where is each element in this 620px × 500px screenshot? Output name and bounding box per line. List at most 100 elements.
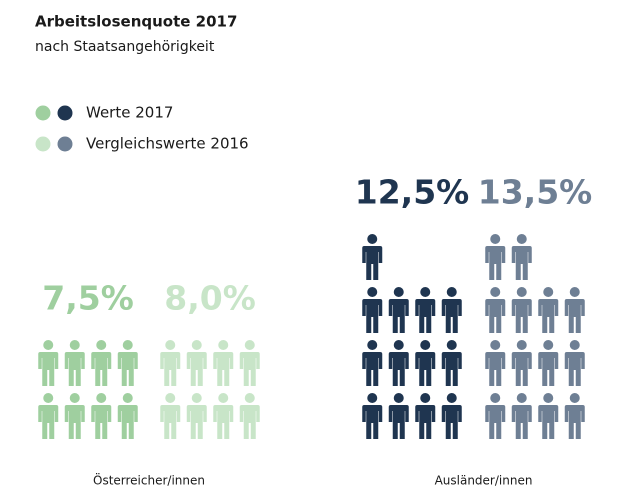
person-icon	[91, 393, 112, 439]
person-icon	[388, 393, 409, 439]
person-icon	[511, 393, 532, 439]
icon-head	[191, 340, 202, 350]
icon-body	[485, 352, 506, 386]
icon-body	[186, 405, 207, 439]
person-icon	[38, 393, 59, 439]
icon-body	[415, 299, 436, 333]
icon-body	[564, 405, 585, 439]
icon-head	[367, 393, 378, 403]
icon-body	[388, 352, 409, 386]
person-icon	[91, 340, 112, 386]
person-icon	[186, 340, 207, 386]
category-label: Österreicher/innen	[93, 472, 205, 488]
person-icon	[485, 340, 506, 386]
icon-body	[441, 405, 462, 439]
icon-head	[393, 393, 404, 403]
person-icon	[388, 287, 409, 333]
icon-head	[543, 393, 554, 403]
icon-head	[191, 393, 202, 403]
person-icon	[362, 393, 383, 439]
icon-body	[538, 352, 559, 386]
legend-swatch	[57, 136, 73, 152]
person-icon	[485, 393, 506, 439]
icon-body	[38, 352, 59, 386]
person-icon	[441, 393, 462, 439]
icon-head	[490, 393, 501, 403]
person-icon	[415, 340, 436, 386]
person-icon	[485, 287, 506, 333]
person-icon	[564, 340, 585, 386]
icon-head	[165, 393, 176, 403]
icon-head	[569, 340, 580, 350]
person-icon	[388, 340, 409, 386]
icon-head	[244, 393, 255, 403]
legend-label: Werte 2017	[86, 104, 173, 122]
icon-body	[213, 405, 234, 439]
icon-head	[516, 393, 527, 403]
icon-head	[490, 287, 501, 297]
icon-body	[362, 352, 383, 386]
icon-head	[43, 393, 54, 403]
person-icon	[213, 393, 234, 439]
icon-body	[160, 352, 181, 386]
person-icon	[186, 393, 207, 439]
icon-body	[485, 299, 506, 333]
icon-body	[441, 352, 462, 386]
legend-label: Vergleichswerte 2016	[86, 135, 249, 153]
icon-body	[511, 405, 532, 439]
person-icon	[415, 287, 436, 333]
icon-body	[564, 299, 585, 333]
person-icon	[538, 393, 559, 439]
icon-head	[393, 340, 404, 350]
icon-body	[213, 352, 234, 386]
icon-body	[91, 352, 112, 386]
person-icon	[538, 340, 559, 386]
person-icon	[538, 287, 559, 333]
icon-body	[64, 352, 85, 386]
icon-head	[420, 287, 431, 297]
icon-body	[564, 352, 585, 386]
icon-body	[511, 352, 532, 386]
icon-body	[485, 246, 506, 280]
icon-body	[38, 405, 59, 439]
icon-body	[485, 405, 506, 439]
person-icon	[117, 340, 138, 386]
icon-head	[367, 234, 378, 244]
icon-body	[538, 405, 559, 439]
icon-body	[362, 299, 383, 333]
icon-head	[490, 340, 501, 350]
icon-head	[393, 287, 404, 297]
value-label: 12,5%	[355, 173, 470, 212]
icon-body	[415, 405, 436, 439]
legend-swatch	[35, 136, 51, 152]
icon-body	[117, 405, 138, 439]
chart-title: Arbeitslosenquote 2017	[35, 13, 237, 31]
icon-head	[165, 340, 176, 350]
icon-body	[160, 405, 181, 439]
person-icon	[441, 287, 462, 333]
person-icon	[511, 340, 532, 386]
person-icon	[213, 340, 234, 386]
icon-body	[415, 352, 436, 386]
icon-head	[446, 287, 457, 297]
chart-subtitle: nach Staatsangehörigkeit	[35, 39, 215, 55]
icon-body	[362, 405, 383, 439]
icon-head	[543, 340, 554, 350]
icon-head	[569, 287, 580, 297]
person-icon	[564, 393, 585, 439]
person-icon	[38, 340, 59, 386]
value-label: 8,0%	[164, 279, 256, 318]
person-icon	[117, 393, 138, 439]
icon-head	[569, 393, 580, 403]
icon-body	[388, 299, 409, 333]
icon-head	[96, 393, 107, 403]
icon-body	[186, 352, 207, 386]
icon-body	[441, 299, 462, 333]
icon-head	[122, 393, 133, 403]
person-icon	[64, 340, 85, 386]
icon-head	[367, 340, 378, 350]
icon-body	[117, 352, 138, 386]
person-icon	[239, 393, 260, 439]
legend-swatch	[35, 105, 51, 121]
